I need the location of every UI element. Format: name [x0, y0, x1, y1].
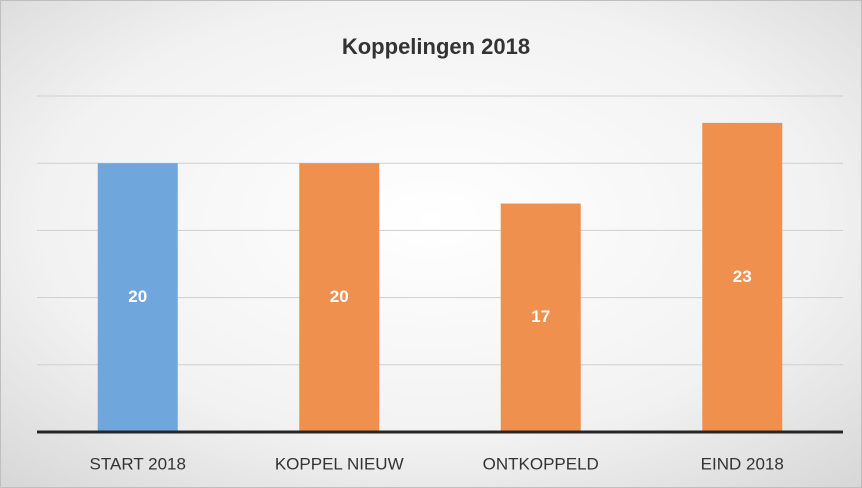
value-label: 20	[128, 287, 147, 306]
bar	[500, 203, 581, 432]
value-label: 17	[531, 307, 550, 326]
x-tick-label: KOPPEL NIEUW	[275, 454, 404, 473]
value-label: 23	[733, 267, 752, 286]
x-tick-label: START 2018	[90, 454, 186, 473]
x-tick-label: ONTKOPPELD	[483, 454, 599, 473]
x-tick-label: EIND 2018	[701, 454, 784, 473]
bar	[702, 122, 783, 432]
value-label: 20	[330, 287, 349, 306]
bar	[299, 163, 380, 432]
bar	[97, 163, 178, 432]
chart-title: Koppelingen 2018	[342, 34, 530, 59]
